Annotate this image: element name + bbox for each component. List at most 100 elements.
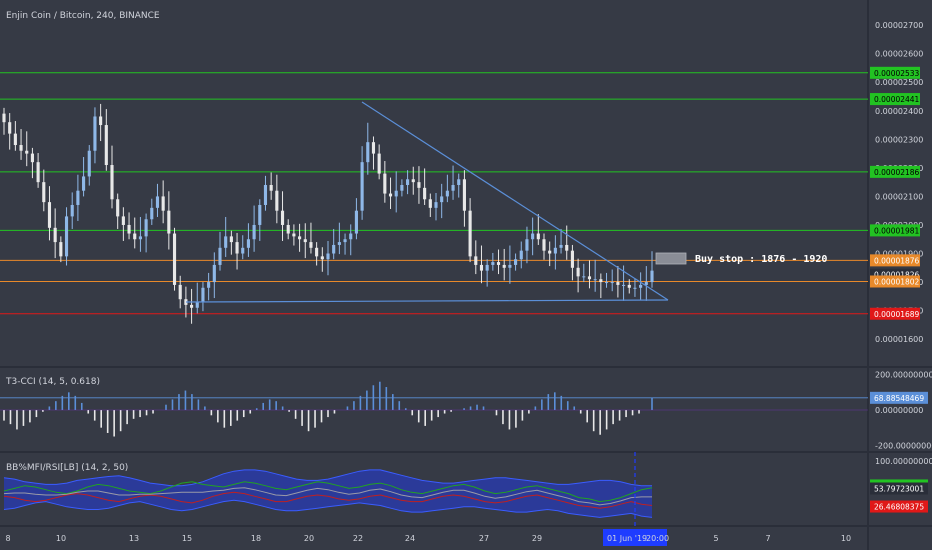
candle (434, 192, 438, 221)
candle-body (309, 242, 313, 248)
descending-trendline[interactable] (361, 101, 669, 301)
cci-tick-label: 200.00000000 (875, 371, 932, 380)
candle (548, 241, 552, 267)
candle (587, 260, 592, 289)
candle (25, 131, 29, 167)
level-tag-label: 0.00001826 (874, 271, 920, 280)
candle (349, 224, 353, 256)
candle (559, 228, 563, 254)
cci-title: T3-CCI (14, 5, 0.618) (5, 377, 100, 387)
date-tag: 01 Jun '19 20:00 (603, 529, 669, 546)
candle (650, 251, 654, 288)
candle (491, 252, 495, 271)
cci-histogram (0, 381, 868, 437)
candle-body (332, 244, 336, 254)
candle (423, 168, 427, 205)
price-axis[interactable]: 0.00002700 0.00002600 0.00002500 0.00002400… (870, 21, 923, 344)
level-tag-label: 0.00001802 (874, 277, 920, 286)
level-tag (870, 66, 920, 79)
candle (212, 252, 216, 299)
annotation-text: Buy stop : 1876 - 1920 (695, 254, 827, 265)
candle (394, 171, 398, 213)
candle (298, 223, 302, 252)
candle (201, 282, 205, 312)
candle-body (548, 250, 552, 254)
price-tick-label: 0.00001900 (875, 250, 923, 259)
candle-body (360, 162, 364, 211)
candle-body (207, 282, 211, 288)
cci-axis[interactable]: 200.00000000 0.00000000 -200.00000000 68.88… (870, 371, 932, 451)
support-trendline[interactable] (185, 299, 669, 303)
candle (337, 222, 341, 255)
candle-body (110, 165, 114, 200)
candle-body (212, 264, 216, 283)
candle-body (440, 196, 444, 203)
bbmfi-axis[interactable]: 100.0000000058.4228869353.7972300126.468… (870, 457, 932, 513)
buy-stop-annotation[interactable]: Buy stop : 1876 - 1920 (655, 252, 827, 265)
time-axis[interactable]: 8 10 13 15 18 20 22 24 27 29 5 7 10 (5, 534, 851, 543)
candle (565, 225, 569, 260)
candle (639, 272, 643, 301)
candle-body (59, 242, 63, 257)
bbmfi-value-tag (870, 500, 928, 513)
candle-body (104, 125, 108, 166)
candle (496, 249, 501, 275)
candle-body (36, 162, 40, 183)
candle-body (258, 204, 262, 225)
candle (479, 245, 484, 284)
candle (36, 153, 40, 188)
candle (190, 288, 194, 324)
candle-body (252, 224, 256, 240)
candle-body (8, 122, 12, 134)
candle (224, 216, 228, 257)
candle-body (599, 279, 603, 283)
candle (377, 144, 381, 180)
candle-body (536, 233, 540, 240)
chart-title: Enjin Coin / Bitcoin, 240, BINANCE (6, 11, 160, 21)
candle (462, 170, 466, 227)
candle-body (434, 202, 438, 208)
candle (610, 269, 614, 292)
candle-body (93, 116, 97, 151)
bb-basis-line (3, 487, 652, 506)
candle (406, 170, 410, 195)
candle-body (349, 233, 353, 240)
level-tag (870, 275, 920, 288)
candle (280, 191, 285, 241)
candle-body (87, 150, 91, 177)
candle-body (76, 190, 80, 205)
price-pane[interactable]: Buy stop : 1876 - 1920 Enjin Coin / Bitc… (0, 11, 868, 324)
candle (161, 180, 165, 224)
bbmfi-value-label: 53.79723001 (874, 484, 924, 493)
candle-body (411, 179, 415, 183)
price-tick-label: 0.00002700 (875, 21, 923, 30)
candle-body (616, 282, 620, 285)
candle (604, 272, 609, 288)
candle-body (394, 190, 398, 197)
candle-body (235, 242, 239, 254)
candle (508, 245, 512, 284)
price-tick-label: 0.00002300 (875, 135, 923, 144)
bb-rsi-line (3, 491, 653, 509)
candle (286, 219, 290, 240)
candle-body (298, 236, 302, 240)
candle-body (161, 196, 165, 211)
candle (53, 208, 57, 259)
candle-body (218, 247, 222, 265)
cci-pane[interactable]: T3-CCI (14, 5, 0.618) (0, 377, 868, 437)
candle-body (343, 239, 347, 243)
candle (616, 266, 620, 298)
candle-body (559, 244, 563, 248)
level-tag-label: 0.00001981 (874, 226, 920, 235)
candle-body (172, 233, 177, 285)
candle-body (451, 185, 455, 191)
bbmfi-pane[interactable]: BB%MFI/RSI[LB] (14, 2, 50) (3, 463, 653, 518)
candle-body (388, 193, 393, 197)
candle-body (445, 190, 449, 197)
candle (30, 147, 34, 179)
candle-body (479, 264, 484, 271)
price-tick-label: 0.00002500 (875, 78, 923, 87)
candle-body (184, 299, 188, 305)
date-tag-time: 20:00 (646, 534, 669, 543)
candle (99, 103, 103, 142)
